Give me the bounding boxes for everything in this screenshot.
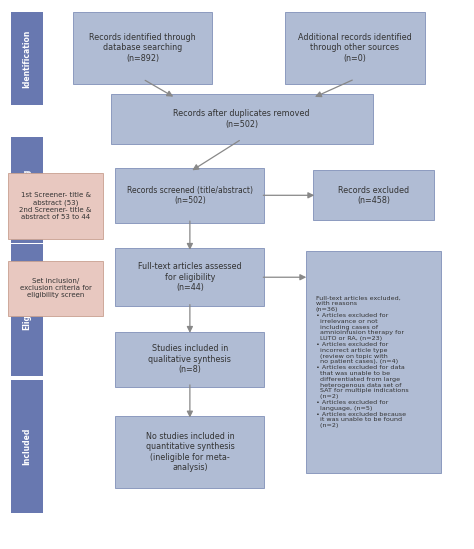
Text: Studies included in
qualitative synthesis
(n=8): Studies included in qualitative synthesi… [148,344,231,374]
Text: Full-text articles assessed
for eligibility
(n=44): Full-text articles assessed for eligibil… [138,262,242,292]
FancyBboxPatch shape [8,261,103,316]
FancyBboxPatch shape [116,416,264,488]
Text: Records excluded
(n=458): Records excluded (n=458) [338,186,409,205]
Text: Records identified through
database searching
(n=892): Records identified through database sear… [90,33,196,63]
FancyBboxPatch shape [11,380,43,513]
Text: Full-text articles excluded,
with reasons
(n=36)
• Articles excluded for
  irrel: Full-text articles excluded, with reason… [316,295,409,428]
FancyBboxPatch shape [11,12,43,105]
FancyBboxPatch shape [73,12,212,83]
FancyBboxPatch shape [116,332,264,386]
Text: Set inclusion/
exclusion criteria for
eligibility screen: Set inclusion/ exclusion criteria for el… [19,278,91,298]
FancyBboxPatch shape [116,167,264,223]
Text: 1st Screener- title &
abstract (53)
2nd Screener- title &
abstract of 53 to 44: 1st Screener- title & abstract (53) 2nd … [19,193,92,220]
FancyBboxPatch shape [8,173,103,239]
Text: Eligibility: Eligibility [22,290,31,330]
Text: Identification: Identification [22,30,31,88]
Text: Records screened (title/abstract)
(n=502): Records screened (title/abstract) (n=502… [127,186,253,205]
FancyBboxPatch shape [11,137,43,243]
Text: Additional records identified
through other sources
(n=0): Additional records identified through ot… [298,33,412,63]
Text: Included: Included [22,428,31,465]
Text: No studies included in
quantitative synthesis
(ineligible for meta-
analysis): No studies included in quantitative synt… [146,432,234,472]
Text: Records after duplicates removed
(n=502): Records after duplicates removed (n=502) [173,109,310,128]
FancyBboxPatch shape [111,94,373,144]
FancyBboxPatch shape [313,170,434,220]
FancyBboxPatch shape [116,248,264,306]
Text: Screening: Screening [22,168,31,211]
FancyBboxPatch shape [306,251,441,473]
FancyBboxPatch shape [11,244,43,376]
FancyBboxPatch shape [285,12,425,83]
